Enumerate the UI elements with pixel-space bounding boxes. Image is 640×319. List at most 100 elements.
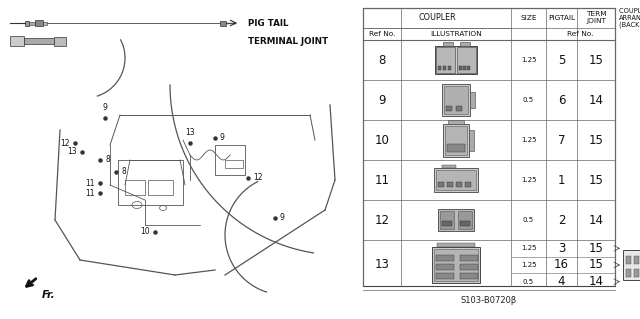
Text: 15: 15: [589, 242, 604, 255]
Text: 8: 8: [121, 167, 125, 176]
Bar: [436, 273, 454, 279]
Text: 2: 2: [557, 213, 565, 226]
Bar: [443, 123, 469, 157]
Bar: [25, 20, 29, 26]
Bar: [448, 66, 451, 70]
Text: 15: 15: [589, 258, 604, 271]
Text: 9: 9: [280, 213, 285, 222]
Bar: [436, 47, 455, 73]
Text: Ref No.: Ref No.: [369, 31, 396, 37]
Bar: [442, 84, 470, 116]
Bar: [460, 221, 470, 226]
Text: 12: 12: [374, 213, 390, 226]
Bar: [458, 211, 472, 229]
Text: 14: 14: [589, 213, 604, 226]
Text: S103-B0720β: S103-B0720β: [461, 296, 517, 305]
Bar: [634, 256, 639, 264]
Bar: [440, 211, 454, 229]
Bar: [43, 21, 47, 25]
Text: 1.25: 1.25: [521, 177, 536, 183]
Text: 5: 5: [558, 54, 565, 66]
Bar: [443, 66, 446, 70]
Bar: [446, 106, 452, 111]
Text: 1.25: 1.25: [521, 137, 536, 143]
Text: 13: 13: [185, 128, 195, 137]
Text: Ref No.: Ref No.: [567, 31, 594, 37]
Bar: [434, 168, 478, 192]
Bar: [436, 264, 454, 270]
Bar: [434, 249, 478, 281]
Text: 14: 14: [589, 275, 604, 288]
Text: TERMINAL JOINT: TERMINAL JOINT: [248, 36, 328, 46]
Text: 3: 3: [558, 242, 565, 255]
Bar: [623, 250, 640, 280]
Bar: [442, 221, 452, 226]
Text: COUPLER: COUPLER: [418, 13, 456, 23]
Bar: [435, 46, 477, 74]
Text: 1.25: 1.25: [521, 262, 536, 268]
Text: 10: 10: [140, 227, 150, 236]
Text: 1: 1: [557, 174, 565, 187]
Text: COUPLER TERM
ARRANGEMENT
(BACK VIEW): COUPLER TERM ARRANGEMENT (BACK VIEW): [619, 8, 640, 28]
Text: 4: 4: [557, 275, 565, 288]
Bar: [457, 47, 476, 73]
Bar: [432, 247, 480, 283]
Bar: [442, 165, 456, 168]
Text: 7: 7: [557, 133, 565, 146]
Bar: [29, 21, 35, 25]
Bar: [363, 8, 615, 286]
Bar: [443, 42, 453, 46]
Bar: [456, 106, 462, 111]
Text: 8: 8: [378, 54, 386, 66]
Bar: [460, 264, 478, 270]
Bar: [118, 160, 183, 205]
Bar: [463, 66, 465, 70]
Bar: [447, 144, 465, 152]
Bar: [215, 145, 245, 175]
Text: 6: 6: [557, 93, 565, 107]
Bar: [438, 209, 474, 231]
Text: 9: 9: [378, 93, 386, 107]
Text: 15: 15: [589, 174, 604, 187]
Text: 0.5: 0.5: [523, 97, 534, 103]
Bar: [467, 66, 470, 70]
Bar: [459, 66, 461, 70]
Text: 1.25: 1.25: [521, 245, 536, 251]
Bar: [220, 20, 226, 26]
Text: 13: 13: [374, 258, 389, 271]
Bar: [225, 160, 243, 168]
Bar: [445, 125, 467, 154]
Bar: [469, 130, 474, 151]
Bar: [626, 269, 631, 277]
Text: PIGTAIL: PIGTAIL: [548, 15, 575, 21]
Bar: [456, 182, 462, 187]
Bar: [634, 269, 639, 277]
Bar: [54, 36, 66, 46]
Bar: [35, 20, 43, 26]
Bar: [448, 120, 464, 123]
Bar: [460, 273, 478, 279]
Text: 11: 11: [86, 189, 95, 197]
Text: 13: 13: [67, 147, 77, 157]
Bar: [10, 36, 24, 46]
Text: 11: 11: [86, 179, 95, 188]
Text: Fr.: Fr.: [42, 290, 56, 300]
Bar: [438, 66, 441, 70]
Bar: [465, 182, 471, 187]
Text: TERM
JOINT: TERM JOINT: [586, 11, 606, 25]
Bar: [447, 182, 453, 187]
Text: 1.25: 1.25: [521, 57, 536, 63]
Text: 9: 9: [102, 103, 108, 112]
Text: 12: 12: [61, 138, 70, 147]
Text: 15: 15: [589, 54, 604, 66]
Text: 15: 15: [589, 133, 604, 146]
Text: 16: 16: [554, 258, 569, 271]
Bar: [437, 243, 475, 247]
Bar: [438, 182, 444, 187]
Bar: [125, 180, 145, 195]
Text: 9: 9: [220, 133, 225, 143]
Text: 0.5: 0.5: [523, 279, 534, 285]
Text: 12: 12: [253, 174, 262, 182]
Text: 14: 14: [589, 93, 604, 107]
Bar: [444, 86, 468, 114]
